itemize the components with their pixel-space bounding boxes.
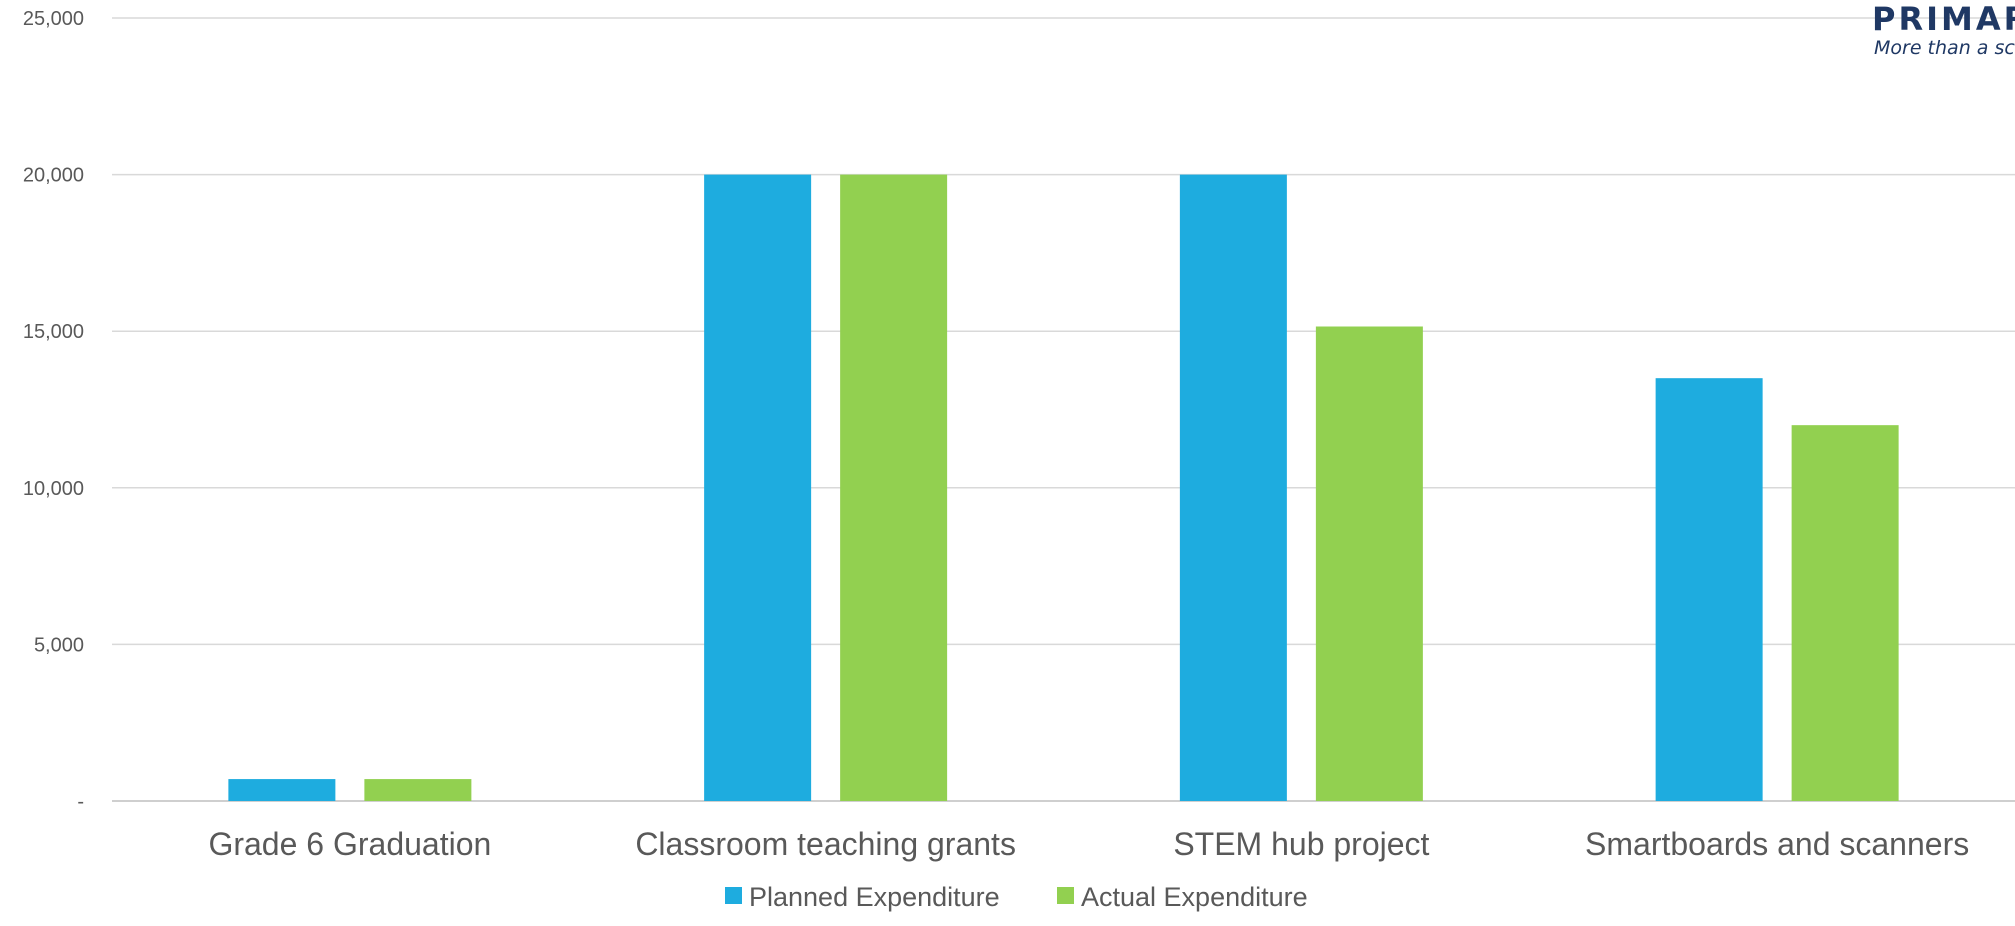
y-tick-label: 25,000 xyxy=(23,8,84,30)
legend-label: Actual Expenditure xyxy=(1081,882,1308,912)
x-tick-label: Grade 6 Graduation xyxy=(208,826,491,862)
legend-swatch xyxy=(1057,887,1074,904)
bar-planned xyxy=(1179,174,1287,802)
bar-actual xyxy=(364,779,472,801)
y-tick-label: 5,000 xyxy=(34,634,84,656)
x-axis-ticks: Grade 6 Graduation Classroom teaching gra… xyxy=(208,826,1969,862)
y-tick-label: 15,000 xyxy=(23,321,84,343)
x-tick-label: Classroom teaching grants xyxy=(635,826,1016,862)
bar-actual xyxy=(1315,326,1423,801)
logo-tagline: More than a sch xyxy=(1874,37,2015,59)
bar-actual xyxy=(1791,425,1899,801)
school-logo: PRIMAR More than a sch xyxy=(1872,0,2015,59)
y-axis-ticks: - 5,000 10,000 15,000 20,000 25,000 xyxy=(23,8,84,813)
logo-name: PRIMAR xyxy=(1872,0,2015,38)
legend-label: Planned Expenditure xyxy=(749,882,1000,912)
y-tick-label: 20,000 xyxy=(23,165,84,187)
x-tick-label: STEM hub project xyxy=(1173,826,1429,862)
x-tick-label: Smartboards and scanners xyxy=(1585,826,1969,862)
y-tick-label: 10,000 xyxy=(23,478,84,500)
bar-planned xyxy=(228,779,336,801)
legend: Planned Expenditure Actual Expenditure xyxy=(725,882,1308,912)
legend-swatch xyxy=(725,887,742,904)
bars xyxy=(228,174,1899,802)
bar-actual xyxy=(840,174,948,802)
bar-planned xyxy=(704,174,812,802)
bar-planned xyxy=(1655,378,1763,801)
y-tick-label: - xyxy=(77,791,84,813)
